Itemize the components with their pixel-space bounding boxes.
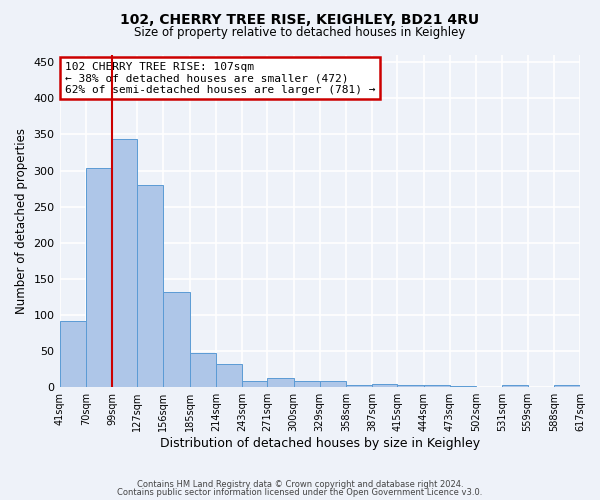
- Bar: [163, 292, 190, 387]
- Bar: [372, 384, 397, 387]
- Text: 102, CHERRY TREE RISE, KEIGHLEY, BD21 4RU: 102, CHERRY TREE RISE, KEIGHLEY, BD21 4R…: [121, 12, 479, 26]
- Bar: [554, 385, 580, 387]
- Bar: [424, 385, 450, 387]
- Bar: [450, 386, 476, 387]
- Bar: [112, 140, 137, 387]
- Bar: [216, 364, 242, 387]
- Bar: [268, 378, 293, 387]
- Bar: [397, 385, 424, 387]
- Text: Contains HM Land Registry data © Crown copyright and database right 2024.: Contains HM Land Registry data © Crown c…: [137, 480, 463, 489]
- Bar: [190, 354, 216, 387]
- Text: Contains public sector information licensed under the Open Government Licence v3: Contains public sector information licen…: [118, 488, 482, 497]
- Bar: [320, 380, 346, 387]
- Text: 102 CHERRY TREE RISE: 107sqm
← 38% of detached houses are smaller (472)
62% of s: 102 CHERRY TREE RISE: 107sqm ← 38% of de…: [65, 62, 375, 95]
- Bar: [137, 185, 163, 387]
- Y-axis label: Number of detached properties: Number of detached properties: [15, 128, 28, 314]
- Bar: [293, 382, 320, 387]
- Bar: [502, 385, 527, 387]
- Bar: [86, 168, 112, 387]
- Text: Size of property relative to detached houses in Keighley: Size of property relative to detached ho…: [134, 26, 466, 39]
- X-axis label: Distribution of detached houses by size in Keighley: Distribution of detached houses by size …: [160, 437, 480, 450]
- Bar: [242, 380, 268, 387]
- Bar: [59, 321, 86, 387]
- Bar: [346, 385, 372, 387]
